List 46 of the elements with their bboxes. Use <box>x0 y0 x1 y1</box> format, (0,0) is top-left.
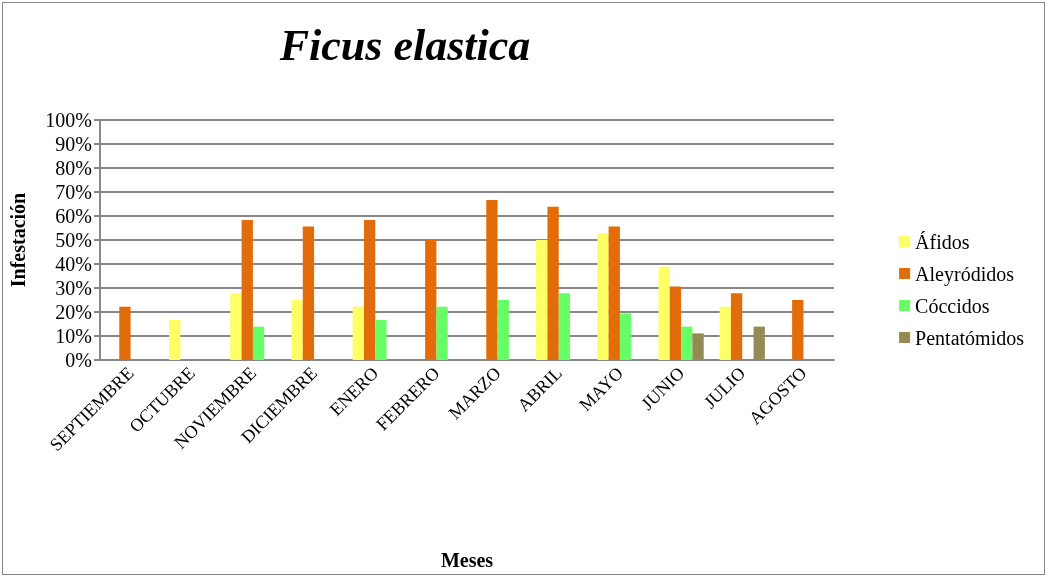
y-tick-label: 100% <box>45 109 92 131</box>
legend-label: Cóccidos <box>915 294 990 317</box>
bar <box>730 293 743 360</box>
bar <box>792 300 804 360</box>
bar <box>497 300 509 360</box>
y-tick-label: 90% <box>55 133 92 155</box>
y-tick-label: 50% <box>55 229 92 251</box>
bar <box>597 233 609 360</box>
bar <box>536 240 548 360</box>
y-axis-title: Infestación <box>7 192 29 288</box>
bar <box>547 206 559 360</box>
y-tick-label: 30% <box>55 277 92 299</box>
bar <box>753 326 765 360</box>
chart-title: Ficus elastica <box>278 20 531 70</box>
legend-label: Pentatómidos <box>915 326 1025 349</box>
bar <box>352 306 364 360</box>
bar <box>719 306 731 360</box>
y-tick-label: 10% <box>55 325 92 347</box>
bar <box>658 266 670 360</box>
bar <box>692 333 704 360</box>
y-tick-label: 40% <box>55 253 92 275</box>
bar <box>619 313 632 360</box>
y-tick-label: 70% <box>55 181 92 203</box>
bar <box>169 319 181 360</box>
x-axis-title: Meses <box>440 549 494 571</box>
bar <box>486 199 498 360</box>
bar <box>681 326 693 360</box>
legend-label: Aleyródidos <box>915 262 1015 286</box>
bar <box>436 306 448 360</box>
bar <box>375 319 387 360</box>
legend-label: Áfidos <box>915 230 970 253</box>
bar <box>252 326 265 360</box>
bar <box>558 293 571 360</box>
y-tick-label: 0% <box>65 349 92 371</box>
bar <box>302 226 315 360</box>
bar <box>363 220 376 360</box>
y-tick-label: 60% <box>55 205 92 227</box>
y-tick-label: 20% <box>55 301 92 323</box>
bar <box>241 220 253 360</box>
bar <box>230 293 242 360</box>
bar <box>425 240 437 360</box>
y-tick-label: 80% <box>55 157 92 179</box>
bar <box>119 306 131 360</box>
bar <box>669 286 682 360</box>
bar <box>291 300 303 360</box>
bar <box>608 226 620 360</box>
